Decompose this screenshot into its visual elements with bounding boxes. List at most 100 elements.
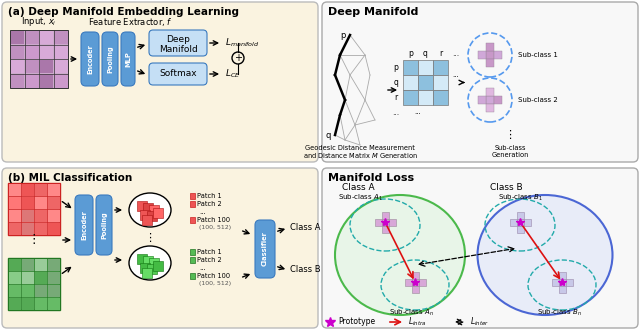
Text: r: r (439, 49, 442, 58)
Text: ...: ... (392, 108, 399, 117)
Bar (190, 273, 195, 279)
Bar (25, 45, 38, 58)
Bar (54, 74, 67, 88)
Bar (22, 297, 33, 309)
Bar (22, 272, 33, 284)
Ellipse shape (335, 195, 465, 315)
Text: (b) MIL Classification: (b) MIL Classification (8, 173, 132, 183)
Text: ...: ... (199, 209, 205, 215)
Bar (486, 51, 494, 59)
Bar (35, 209, 47, 221)
Bar (8, 259, 20, 271)
Bar (147, 211, 157, 221)
Bar (25, 74, 38, 88)
Text: ⋮: ⋮ (28, 233, 40, 246)
Text: Class A: Class A (342, 184, 374, 193)
Text: Class B: Class B (490, 184, 523, 193)
Bar (389, 219, 396, 226)
Bar (486, 96, 494, 104)
Bar (10, 31, 24, 44)
Bar (40, 59, 53, 73)
Text: p: p (394, 63, 399, 72)
Bar (8, 222, 20, 234)
Bar (517, 226, 524, 233)
Bar (142, 215, 152, 225)
Bar (405, 279, 412, 286)
Bar (47, 285, 60, 296)
Bar (10, 74, 24, 88)
Text: Manifold Loss: Manifold Loss (328, 173, 414, 183)
Bar (47, 272, 60, 284)
Bar (510, 219, 517, 226)
Bar (478, 51, 486, 59)
Bar (552, 279, 559, 286)
Text: MLP: MLP (125, 51, 131, 67)
Text: Sub-class 2: Sub-class 2 (518, 97, 557, 103)
Bar (375, 219, 382, 226)
Text: p: p (408, 49, 413, 58)
Text: Input, $x_i$: Input, $x_i$ (21, 16, 57, 29)
Text: Class A: Class A (290, 223, 321, 232)
Text: Geodesic Distance Measurement: Geodesic Distance Measurement (305, 145, 415, 151)
Bar (149, 205, 159, 215)
Bar (10, 30, 68, 88)
Bar (22, 259, 33, 271)
Bar (517, 219, 524, 226)
Bar (486, 43, 494, 51)
Text: ⋮: ⋮ (504, 130, 516, 140)
Bar (382, 212, 389, 219)
Bar (35, 285, 47, 296)
Bar (486, 59, 494, 67)
FancyBboxPatch shape (149, 63, 207, 85)
Bar (190, 201, 195, 207)
Bar (418, 60, 433, 75)
Bar (35, 197, 47, 208)
FancyBboxPatch shape (102, 32, 118, 86)
Bar (382, 219, 389, 226)
FancyBboxPatch shape (255, 220, 275, 278)
FancyBboxPatch shape (96, 195, 112, 255)
Ellipse shape (477, 195, 612, 315)
FancyBboxPatch shape (81, 32, 99, 86)
Bar (35, 272, 47, 284)
Bar (419, 279, 426, 286)
Text: p: p (340, 31, 346, 40)
Bar (433, 75, 448, 90)
Bar (10, 59, 24, 73)
Text: and Distance Matrix $M$ Generation: and Distance Matrix $M$ Generation (303, 150, 417, 159)
Bar (153, 261, 163, 271)
Text: Patch 100: Patch 100 (197, 217, 230, 223)
Text: Patch 2: Patch 2 (197, 257, 221, 263)
Text: ...: ... (452, 72, 459, 78)
Text: $L_{manifold}$: $L_{manifold}$ (225, 37, 260, 49)
Bar (190, 249, 195, 255)
Bar (35, 222, 47, 234)
Text: (100, 512): (100, 512) (199, 282, 231, 287)
Bar (517, 212, 524, 219)
Bar (143, 203, 153, 213)
Bar (142, 268, 152, 278)
Bar (8, 272, 20, 284)
Text: Sub-class $A_1$: Sub-class $A_1$ (337, 193, 383, 203)
Text: Sub-class $B_n$: Sub-class $B_n$ (538, 308, 582, 318)
FancyBboxPatch shape (322, 168, 638, 328)
Bar (524, 219, 531, 226)
Bar (25, 31, 38, 44)
Text: Class B: Class B (290, 266, 321, 275)
Bar (143, 256, 153, 266)
Bar (47, 209, 60, 221)
Ellipse shape (129, 193, 171, 227)
Bar (433, 90, 448, 105)
Bar (412, 286, 419, 293)
Text: ...: ... (452, 49, 459, 58)
Text: q: q (423, 49, 428, 58)
Bar (403, 90, 418, 105)
Text: ⋮: ⋮ (145, 233, 156, 243)
Bar (40, 45, 53, 58)
Bar (418, 90, 433, 105)
Text: $L_{inter}$: $L_{inter}$ (470, 316, 489, 328)
Text: q: q (326, 130, 331, 139)
Text: Manifold: Manifold (159, 45, 197, 54)
Text: $L_{CE}$: $L_{CE}$ (225, 68, 241, 80)
Bar (486, 88, 494, 96)
